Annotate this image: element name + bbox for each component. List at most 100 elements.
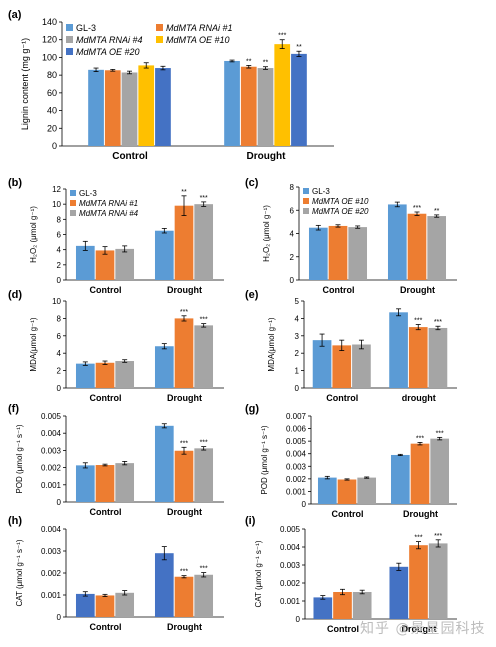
x-category-label: Drought	[167, 507, 202, 517]
y-tick-label: 20	[47, 123, 57, 133]
bar	[154, 230, 174, 280]
bar	[194, 448, 214, 502]
y-tick-label: 5	[295, 297, 300, 306]
y-tick-label: 0	[57, 613, 62, 622]
y-tick-label: 0.007	[286, 412, 307, 421]
x-category-label: Drought	[247, 151, 287, 162]
y-axis-label: Lignin content (mg g⁻¹)	[20, 38, 30, 130]
significance-mark: ***	[180, 569, 188, 576]
significance-mark: ***	[200, 317, 208, 324]
significance-mark: ***	[416, 435, 424, 442]
watermark-text: 知乎 @景星园科技	[360, 621, 486, 637]
bar	[313, 597, 333, 619]
y-tick-label: 4	[290, 230, 295, 239]
y-tick-label: 0.001	[280, 597, 301, 606]
panel-label: (h)	[8, 515, 22, 527]
y-axis-label: CAT (μmol g⁻¹ s⁻¹)	[254, 540, 263, 607]
y-tick-label: 0.004	[280, 543, 301, 552]
significance-mark: ***	[180, 440, 188, 447]
bar	[410, 443, 430, 504]
bar	[155, 68, 171, 146]
legend-swatch	[156, 36, 163, 43]
bar	[194, 325, 214, 388]
y-tick-label: 0.004	[286, 450, 307, 459]
bar	[194, 204, 214, 280]
bar	[115, 248, 135, 280]
x-category-label: Control	[323, 285, 355, 295]
bar	[174, 450, 194, 502]
panel-i: (i) 0 0.001 0.002 0.003 0.004 0.005 CAT (μmol g…	[245, 515, 457, 634]
bar	[428, 543, 448, 619]
y-axis-label: POD (μmol g⁻¹ s⁻¹)	[15, 424, 24, 493]
bar	[352, 344, 371, 388]
y-tick-label: 0.001	[41, 481, 62, 490]
y-tick-label: 0.006	[286, 425, 307, 434]
legend-swatch	[66, 36, 73, 43]
legend-label: MdMTA RNAi #1	[79, 199, 138, 208]
legend-label: MdMTA RNAi #4	[76, 35, 143, 45]
y-tick-label: 10	[52, 297, 61, 306]
legend-swatch	[156, 24, 163, 31]
bar	[240, 66, 257, 146]
y-tick-label: 0.005	[286, 437, 307, 446]
bar	[95, 465, 115, 502]
legend-swatch	[66, 48, 73, 55]
y-tick-label: 0	[296, 615, 301, 624]
bar	[257, 68, 274, 146]
y-tick-label: 4	[57, 349, 62, 358]
panel-d: (d) 0 2 4 6 8 10 MDA(μmol g⁻¹) Control *** *** Drou…	[8, 289, 224, 403]
y-tick-label: 0.004	[41, 429, 62, 438]
bar	[427, 216, 447, 280]
bar	[95, 250, 115, 280]
y-tick-label: 0	[52, 141, 57, 151]
y-axis-label: H₂O₂ (μmol g⁻¹)	[29, 206, 38, 263]
significance-mark: ***	[200, 195, 208, 202]
significance-mark: ***	[200, 440, 208, 447]
bar	[154, 346, 174, 388]
significance-mark: ***	[434, 319, 442, 326]
bar	[95, 362, 115, 388]
significance-mark: ***	[278, 33, 286, 40]
bar	[348, 227, 368, 280]
bar	[357, 477, 377, 504]
panel-e: (e) 0 1 2 3 4 5 MDA(μmol g⁻¹) Control *** *** droug…	[245, 289, 457, 403]
bar	[88, 69, 104, 146]
significance-mark: ***	[180, 309, 188, 316]
x-category-label: Drought	[403, 509, 438, 519]
bar	[194, 574, 214, 617]
panel-label: (d)	[8, 289, 22, 301]
x-category-label: Control	[90, 285, 122, 295]
y-tick-label: 2	[57, 367, 62, 376]
y-axis-label: CAT (μmol g⁻¹ s⁻¹)	[15, 539, 24, 606]
panel-f: (f) 0 0.001 0.002 0.003 0.004 0.005 POD (μmol g…	[8, 403, 224, 517]
x-category-label: Drought	[167, 285, 202, 295]
y-axis-label: MDA(μmol g⁻¹)	[29, 317, 38, 372]
bar	[154, 553, 174, 617]
significance-mark: ***	[200, 566, 208, 573]
significance-mark: **	[263, 60, 269, 67]
x-category-label: Control	[327, 624, 359, 634]
bar	[389, 566, 409, 619]
y-tick-label: 0	[295, 384, 300, 393]
y-tick-label: 0	[290, 276, 295, 285]
y-tick-label: 0.004	[41, 525, 62, 534]
significance-mark: **	[434, 208, 440, 215]
x-category-label: drought	[402, 393, 436, 403]
y-tick-label: 3	[295, 332, 300, 341]
significance-mark: ***	[434, 533, 442, 540]
bar	[352, 592, 372, 619]
y-tick-label: 0.003	[41, 547, 62, 556]
panel-label: (e)	[245, 289, 259, 301]
bar	[115, 463, 135, 502]
y-tick-label: 0.002	[41, 569, 62, 578]
legend-label: MdMTA RNAi #4	[79, 209, 139, 218]
y-tick-label: 0.002	[286, 475, 307, 484]
y-tick-label: 1	[295, 367, 300, 376]
y-tick-label: 0.003	[41, 446, 62, 455]
bar	[407, 213, 427, 280]
panel-label: (g)	[245, 403, 259, 415]
bar	[408, 327, 428, 388]
bar	[104, 70, 121, 146]
